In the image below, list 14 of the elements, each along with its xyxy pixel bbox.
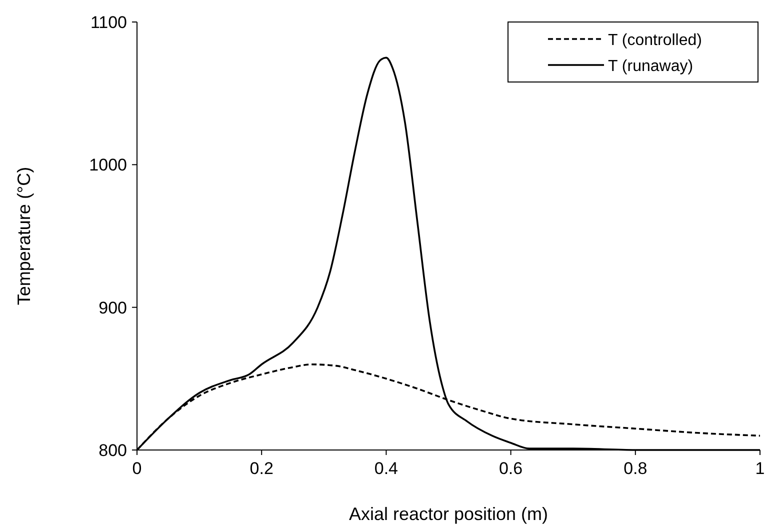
x-tick-label: 0 (132, 459, 142, 478)
legend-label: T (runaway) (608, 58, 694, 75)
y-tick-label: 800 (98, 441, 127, 460)
x-tick-label: 0.8 (624, 459, 648, 478)
y-tick-label: 1100 (90, 13, 127, 32)
y-tick-label: 900 (98, 298, 127, 318)
x-tick-label: 0.6 (498, 459, 523, 478)
x-tick-label: 1 (755, 459, 765, 478)
y-tick-label: 1000 (89, 156, 127, 175)
x-tick-label: 0.2 (250, 459, 274, 478)
legend-label: T (controlled) (608, 32, 702, 49)
x-axis-title: Axial reactor position (m) (348, 504, 548, 524)
y-axis-title: Temperature (°C) (14, 166, 34, 306)
x-tick-label: 0.4 (374, 459, 398, 478)
